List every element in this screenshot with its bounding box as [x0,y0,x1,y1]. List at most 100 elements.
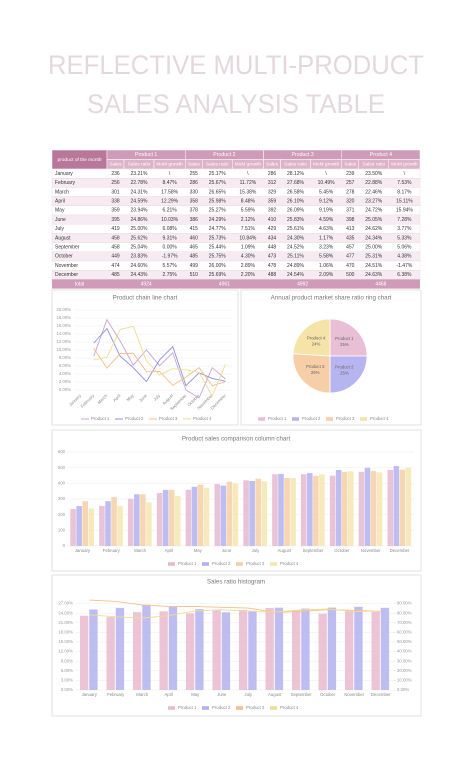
cell-text: 3.77% [397,226,412,232]
bar [354,606,363,690]
cell-text: 26.65% [209,189,227,195]
legend-label: Product 2 [212,705,231,710]
bar [387,470,394,546]
cell-text: 255 [190,171,199,177]
legend-label: Product 3 [336,416,355,421]
bar [255,478,261,546]
bar [82,501,88,546]
pie-slice [329,355,368,394]
cell-text: 278 [346,189,355,195]
cell-text: 449 [111,254,120,260]
x-tick-label: April [164,692,173,697]
slice-value: 25% [340,342,349,347]
legend-label: Product 1 [91,416,110,421]
cell-text: 24.34% [365,235,383,241]
cell-text: 2.75% [163,272,178,278]
cell-text: \ [325,171,327,177]
bar [88,508,95,546]
cell-text: 434 [268,235,277,241]
x-tick-label: October [334,548,350,553]
bar [220,485,227,546]
bar [274,607,284,690]
cell-text: 429 [268,226,277,232]
x-tick-label: August [268,692,282,697]
cell-text: 359 [111,208,120,214]
cell-text: 22.46% [365,189,383,195]
bar [146,502,152,546]
cell-text: 4.59% [319,217,334,223]
x-tick-label: June [138,393,149,404]
line-series [93,347,226,387]
y-tick-label: 0 [63,543,66,548]
cell-text: 338 [111,199,120,205]
bar [212,610,221,690]
cell-text: 386 [190,217,199,223]
bar [341,471,348,546]
bar [168,489,175,546]
y2-tick-label: 30.00% [397,658,412,663]
bar [203,487,210,546]
subheader-text: MoM growth [235,162,262,168]
legend-swatch [202,706,209,710]
x-tick-label: April [112,393,122,403]
cell-text: 435 [346,235,355,241]
subheader-text: MoM growth [313,162,340,168]
bar [249,480,255,546]
legend-label: Product 3 [246,705,265,710]
cell-text: 4.38% [397,254,412,260]
x-tick-label: February [103,548,121,553]
y2-tick-label: 60.00% [397,630,412,635]
subheader-text: Sales ratio [284,162,307,168]
y-tick-label: 400 [58,480,66,485]
slice-value: 25% [340,371,349,376]
cell-text: 485 [111,272,120,278]
bar [127,498,134,546]
y-tick-label: 500 [58,465,66,470]
bar [243,480,249,546]
cell-text: 5.45% [319,189,334,195]
bar [327,607,337,690]
legend-label: Product 4 [193,416,212,421]
cell-text: 6.21% [163,208,178,214]
bar [142,604,151,690]
total-value: 4924 [141,281,152,287]
cell-text: 371 [346,208,355,214]
cell-text: 24.59% [131,199,149,205]
cell-text: 3.23% [319,245,334,251]
total-value: 4961 [219,281,230,287]
slice-value: 26% [311,370,320,375]
chart-title: Product sales comparison column chart [182,436,291,443]
y-tick-label: 12.00% [58,649,73,654]
x-tick-label: November [344,692,364,697]
y2-tick-label: 10.00% [397,678,412,683]
bar [313,475,319,546]
bar [168,606,178,690]
cell-text: 23.50% [365,171,383,177]
cell-text: \ [404,171,406,177]
y2-tick-label: 50.00% [397,639,412,644]
cell-text: 24.62% [365,226,383,232]
bar [335,470,342,546]
bar [319,474,325,546]
header-text: Product 2 [213,152,235,158]
total-value: 4992 [297,281,308,287]
bar [284,478,290,546]
bar [344,611,354,690]
cell-text: 25.00% [365,245,383,251]
cell-text: 460 [190,235,199,241]
slice-value: 24% [312,341,321,346]
total-label: total [75,281,84,287]
cell-text: 1.17% [319,235,334,241]
bar [301,608,310,690]
y-tick-label: 300 [58,496,66,501]
pie-slice [292,353,331,394]
cell-text: 458 [111,245,120,251]
bar [238,610,248,690]
cell-text: 25.04% [131,245,149,251]
cell-text: 2.09% [319,272,334,278]
cell-text: June [55,217,66,223]
bar [261,481,268,546]
legend-label: Product 2 [212,561,231,566]
legend-label: Product 4 [280,705,299,710]
cell-text: 24.31% [131,189,149,195]
